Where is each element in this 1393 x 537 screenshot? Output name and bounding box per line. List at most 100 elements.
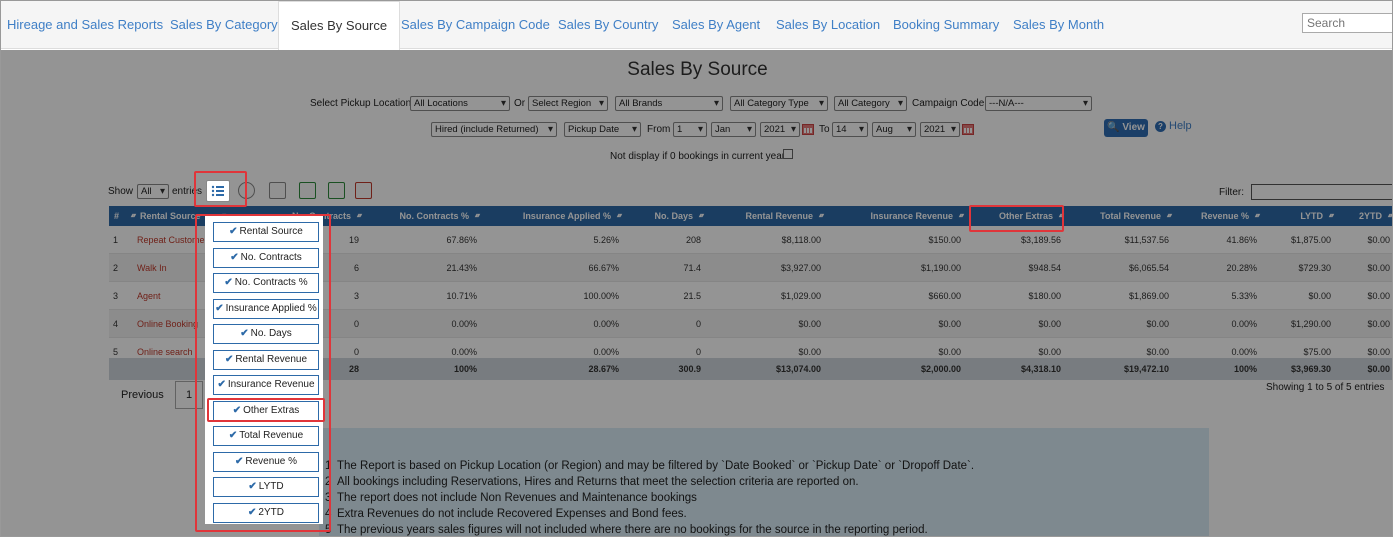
cell-no-days: 208 xyxy=(685,235,701,245)
total-no-contracts: 28 xyxy=(348,364,359,374)
cell-revenue-pct: 0.00% xyxy=(1231,347,1257,357)
column-toggle-rental-revenue[interactable]: ✔ Rental Revenue xyxy=(213,349,319,370)
to-day-select[interactable]: 14 xyxy=(832,122,868,137)
filter-input[interactable] xyxy=(1251,184,1392,200)
column-toggle-no-days[interactable]: ✔ No. Days xyxy=(213,324,319,344)
header-total-revenue[interactable]: Total Revenue xyxy=(1065,206,1173,226)
pdf-icon[interactable] xyxy=(355,182,372,199)
filter-label: Filter: xyxy=(1219,187,1244,198)
tab-sales-by-category[interactable]: Sales By Category xyxy=(170,17,278,32)
category-select[interactable]: All Category xyxy=(834,96,907,111)
column-toggle-lytd[interactable]: ✔ LYTD xyxy=(213,477,319,497)
tab-sales-by-campaign-code[interactable]: Sales By Campaign Code xyxy=(401,17,550,32)
cell-index: 2 xyxy=(113,263,119,273)
to-calendar-icon[interactable] xyxy=(962,124,974,135)
header-revenue-pct[interactable]: Revenue % xyxy=(1173,206,1261,226)
total-2ytd: $0.00 xyxy=(1367,364,1390,374)
header-insurance-revenue[interactable]: Insurance Revenue xyxy=(825,206,965,226)
cell-rental-source[interactable]: Repeat Customer xyxy=(137,235,208,245)
total-insurance-applied-pct: 28.67% xyxy=(588,364,619,374)
copy-icon[interactable] xyxy=(269,182,286,199)
header-lytd[interactable]: LYTD xyxy=(1261,206,1335,226)
header-index[interactable]: # xyxy=(109,206,137,226)
tab-sales-by-source[interactable]: Sales By Source xyxy=(278,1,401,50)
cell-lytd: $0.00 xyxy=(1308,291,1331,301)
search-icon: 🔍 xyxy=(1107,122,1120,133)
cell-rental-source[interactable]: Online search xyxy=(137,347,193,357)
table-header-row: # Rental Source No. Contracts No. Contra… xyxy=(109,206,1392,226)
cell-rental-revenue: $0.00 xyxy=(798,319,821,329)
note-text: The report does not include Non Revenues… xyxy=(337,492,697,504)
date-type-select[interactable]: Pickup Date xyxy=(564,122,641,137)
tab-sales-by-agent[interactable]: Sales By Agent xyxy=(672,17,761,32)
tab-sales-by-month[interactable]: Sales By Month xyxy=(1013,17,1105,32)
cell-no-contracts-pct: 0.00% xyxy=(451,347,477,357)
cell-no-days: 71.4 xyxy=(683,263,701,273)
cell-index: 3 xyxy=(113,291,119,301)
column-toggle-2ytd[interactable]: ✔ 2YTD xyxy=(213,502,319,523)
column-toggle-revenue[interactable]: ✔ Revenue % xyxy=(213,451,319,472)
cell-other-extras: $948.54 xyxy=(1028,263,1061,273)
column-toggle-no-contracts[interactable]: ✔ No. Contracts xyxy=(213,247,319,268)
header-2ytd[interactable]: 2YTD xyxy=(1335,206,1392,226)
header-rental-revenue[interactable]: Rental Revenue xyxy=(705,206,825,226)
column-toggle-rental-source[interactable]: ✔ Rental Source xyxy=(213,222,319,242)
status-select[interactable]: Hired (include Returned) xyxy=(431,122,557,137)
note-number: 3 xyxy=(325,492,332,504)
total-no-contracts-pct: 100% xyxy=(453,364,477,374)
help-link[interactable]: ? Help xyxy=(1155,120,1192,132)
cell-lytd: $1,875.00 xyxy=(1290,235,1331,245)
tab-hireage-and-sales-reports[interactable]: Hireage and Sales Reports xyxy=(7,17,164,32)
cell-no-contracts-pct: 10.71% xyxy=(446,291,477,301)
tab-sales-by-location[interactable]: Sales By Location xyxy=(776,17,881,32)
category-type-select[interactable]: All Category Type xyxy=(730,96,828,111)
column-toggle-total-revenue[interactable]: ✔ Total Revenue xyxy=(213,426,319,446)
region-select[interactable]: Select Region xyxy=(528,96,608,111)
tab-sales-by-country[interactable]: Sales By Country xyxy=(558,17,659,32)
list-icon[interactable] xyxy=(206,180,230,202)
view-button[interactable]: 🔍 View xyxy=(1104,119,1148,137)
highlight-other-extras-header xyxy=(969,205,1064,232)
column-toggle-no-contracts[interactable]: ✔ No. Contracts % xyxy=(213,273,319,293)
checkmark-icon: ✔ xyxy=(217,379,226,390)
cell-2ytd: $0.00 xyxy=(1367,319,1390,329)
to-year-select[interactable]: 2021 xyxy=(920,122,960,137)
excel-icon[interactable] xyxy=(299,182,316,199)
from-calendar-icon[interactable] xyxy=(802,124,814,135)
cell-rental-source[interactable]: Walk In xyxy=(137,263,167,273)
total-total-revenue: $19,472.10 xyxy=(1123,364,1169,374)
header-no-contracts-pct[interactable]: No. Contracts % xyxy=(363,206,481,226)
from-month-select[interactable]: Jan xyxy=(711,122,756,137)
highlight-other-extras-item xyxy=(207,398,325,422)
from-day-select[interactable]: 1 xyxy=(673,122,707,137)
checkmark-icon: ✔ xyxy=(224,277,233,288)
tab-booking-summary[interactable]: Booking Summary xyxy=(893,17,1000,32)
to-month-select[interactable]: Aug xyxy=(872,122,916,137)
cell-rental-source[interactable]: Online Booking xyxy=(137,319,199,329)
entries-select[interactable]: All xyxy=(137,184,169,199)
cell-no-contracts: 0 xyxy=(353,347,359,357)
checkmark-icon: ✔ xyxy=(229,226,238,237)
search-input[interactable] xyxy=(1302,13,1392,33)
previous-button[interactable]: Previous xyxy=(121,389,164,401)
header-no-days[interactable]: No. Days xyxy=(623,206,705,226)
not-display-checkbox[interactable] xyxy=(783,149,793,159)
cell-no-days: 0 xyxy=(695,347,701,357)
page-1-button[interactable]: 1 xyxy=(175,381,203,409)
column-toggle-label: Total Revenue xyxy=(239,430,304,441)
from-year-select[interactable]: 2021 xyxy=(760,122,800,137)
campaign-code-select[interactable]: ---N/A--- xyxy=(985,96,1092,111)
cell-other-extras: $180.00 xyxy=(1028,291,1061,301)
pickup-location-select[interactable]: All Locations xyxy=(410,96,510,111)
header-insurance-applied-pct[interactable]: Insurance Applied % xyxy=(481,206,623,226)
note-number: 2 xyxy=(325,476,332,488)
cell-other-extras: $0.00 xyxy=(1038,319,1061,329)
column-toggle-insurance-revenue[interactable]: ✔ Insurance Revenue xyxy=(213,375,319,395)
from-label: From xyxy=(647,124,671,135)
cell-rental-source[interactable]: Agent xyxy=(137,291,161,301)
csv-icon[interactable] xyxy=(328,182,345,199)
header-other-extras[interactable]: Other Extras xyxy=(965,206,1065,226)
column-toggle-insurance-applied[interactable]: ✔ Insurance Applied % xyxy=(213,298,319,319)
page-title: Sales By Source xyxy=(627,59,768,80)
brands-select[interactable]: All Brands xyxy=(615,96,723,111)
